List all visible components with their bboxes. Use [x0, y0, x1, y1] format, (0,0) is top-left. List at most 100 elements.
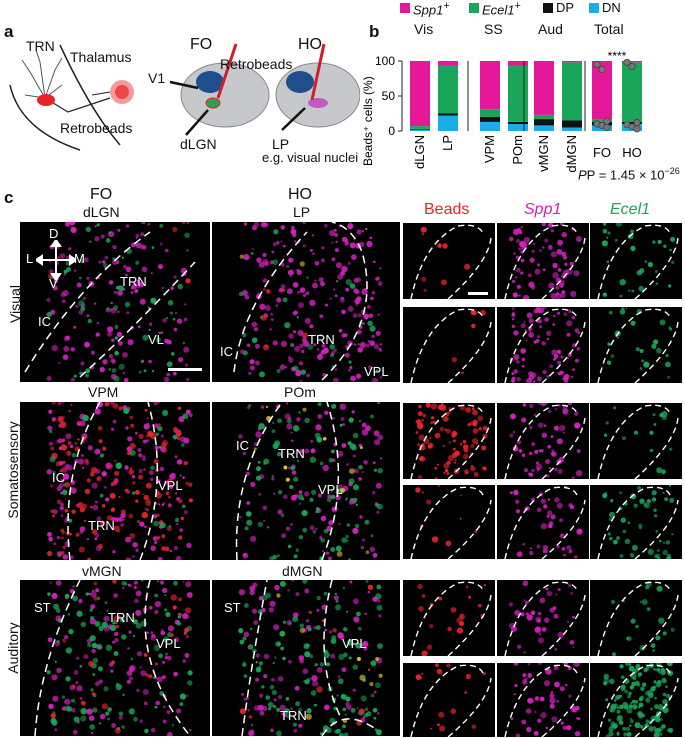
bar-dMGN-Ecel1: [562, 62, 582, 121]
channel-panel-ecel1-1: [590, 223, 682, 299]
fo-brain-icon: [180, 43, 270, 128]
column-header-beads: Beads: [424, 201, 470, 218]
row1-right-title: LP: [293, 204, 311, 220]
x-tick-label: LP: [440, 135, 455, 151]
lp-label: LP: [272, 136, 290, 152]
compass-d: D: [49, 226, 59, 241]
legend-swatch-dn: [589, 3, 599, 13]
channel-panel-beads-1: [403, 223, 495, 299]
channel-panel-spp1-2: [497, 307, 589, 383]
legend-label-spp1: Spp1+: [413, 0, 450, 18]
region-outline: [410, 224, 484, 299]
fluorescence-dots: [420, 226, 471, 292]
micrograph-visual-ho-svg: [233, 222, 383, 382]
bar-dMGN-Spp1: [562, 61, 582, 63]
region-outline: [634, 417, 679, 479]
panel-a-schematic: [9, 43, 360, 151]
group-label-aud: Aud: [538, 21, 563, 37]
region-outline: [597, 404, 671, 479]
compass-l: L: [26, 251, 34, 266]
region-outline: [447, 594, 492, 656]
compass-v: V: [49, 276, 58, 291]
fluorescence-dots: [415, 663, 486, 732]
micrograph-visual-fo: D V L M TRN IC VL: [20, 222, 210, 382]
x-tick-label: dLGN: [412, 135, 427, 169]
micrograph-visual-fo-svg: [24, 222, 196, 382]
fluorescence-dots: [509, 223, 582, 299]
x-tick-label-fo: FO: [593, 145, 611, 160]
region-outline: [447, 499, 492, 559]
data-point: [623, 58, 631, 66]
fluorescence-dots: [509, 403, 583, 479]
row3-left-title: vMGN: [82, 563, 122, 579]
bar-VPM-DN: [480, 121, 500, 131]
group-label-total: Total: [594, 21, 624, 37]
micrograph-somatosensory-ho-svg: [235, 402, 384, 560]
ho-label: HO: [298, 36, 322, 53]
micrograph-auditory-fo-svg: [34, 580, 193, 736]
fluorescence-dots: [417, 583, 486, 656]
row1-left-label-ic: IC: [38, 314, 51, 329]
fluorescence-dots: [238, 402, 384, 560]
row1-left-title: dLGN: [83, 204, 120, 220]
row1-right-label-ic: IC: [220, 344, 233, 359]
region-outline: [447, 677, 492, 737]
group-label-vis: Vis: [414, 21, 434, 37]
fluorescence-dots: [610, 580, 675, 656]
region-outline: [410, 404, 484, 479]
ho-brain-icon: [275, 43, 360, 128]
channel-panel-ecel1-6: [590, 663, 682, 737]
channel-panel-spp1-4: [497, 485, 589, 559]
fluorescence-dots: [46, 580, 193, 736]
data-point: [633, 125, 641, 133]
bar-POm-Spp1: [508, 61, 528, 66]
row3-name: Auditory: [5, 622, 21, 674]
bar-POm-DP: [508, 121, 528, 124]
bar-HO-Ecel1: [622, 62, 642, 122]
region-outline: [541, 677, 586, 737]
region-outline: [504, 224, 578, 299]
micrograph-somatosensory-fo: IC TRN VPL: [20, 402, 210, 560]
region-outline: [634, 677, 679, 737]
region-outline: [634, 594, 679, 656]
row3-right-label-trn: TRN: [280, 708, 307, 723]
x-tick-label: POm: [510, 135, 525, 165]
channel-panel-spp1-3: [497, 403, 589, 479]
channel-panel-spp1-6: [497, 663, 589, 737]
retrobeads-right-label: Retrobeads: [220, 56, 293, 72]
bar-dLGN-DN: [410, 129, 430, 131]
fluorescence-dots: [601, 223, 676, 298]
row3-left-label-st: ST: [34, 600, 51, 615]
region-outline: [541, 594, 586, 656]
y-tick-label: 50: [382, 89, 396, 103]
micrograph-auditory-fo: ST TRN VPL: [20, 580, 210, 736]
row1-left-label-vl: VL: [148, 332, 164, 347]
region-outline: [597, 224, 671, 299]
row2-right-label-ic: IC: [236, 438, 249, 453]
bar-dLGN-Ecel1: [410, 126, 430, 129]
region-outline: [410, 581, 484, 656]
bar-POm-Ecel1: [508, 65, 528, 122]
bar-LP-Spp1: [438, 61, 458, 66]
fluorescence-dots: [603, 663, 674, 737]
row2-left-label-trn: TRN: [88, 518, 115, 533]
channel-panel-beads-4: [403, 485, 495, 559]
bar-VPM-DP: [480, 117, 500, 122]
legend-swatch-ecel1: [469, 3, 479, 13]
v1-label: V1: [148, 70, 166, 86]
fluorescence-dots: [606, 307, 673, 379]
fluorescence-dots: [238, 580, 383, 736]
data-point: [598, 65, 606, 73]
panel-c-letter: c: [4, 188, 14, 207]
micrograph-auditory-ho-svg: [238, 580, 383, 736]
region-outline: [597, 581, 671, 656]
column-header-ho: HO: [288, 186, 312, 203]
row3-right-label-st: ST: [224, 600, 241, 615]
data-point: [628, 63, 636, 71]
row2-right-title: POm: [284, 384, 316, 400]
y-tick-label: 0: [388, 124, 395, 138]
fluorescence-dots: [510, 663, 581, 737]
fluorescence-dots: [46, 222, 191, 382]
legend-label-ecel1: Ecel1+: [482, 0, 521, 18]
trn-label: TRN: [26, 38, 55, 54]
